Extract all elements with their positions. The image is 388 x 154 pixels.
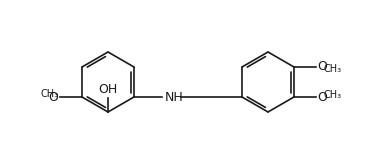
- Text: NH: NH: [165, 91, 184, 103]
- Text: CH₃: CH₃: [324, 90, 342, 100]
- Text: O: O: [48, 91, 58, 103]
- Text: CH₃: CH₃: [41, 89, 59, 99]
- Text: CH₃: CH₃: [324, 64, 342, 74]
- Text: OH: OH: [99, 83, 118, 96]
- Text: O: O: [317, 91, 327, 103]
- Text: O: O: [317, 61, 327, 73]
